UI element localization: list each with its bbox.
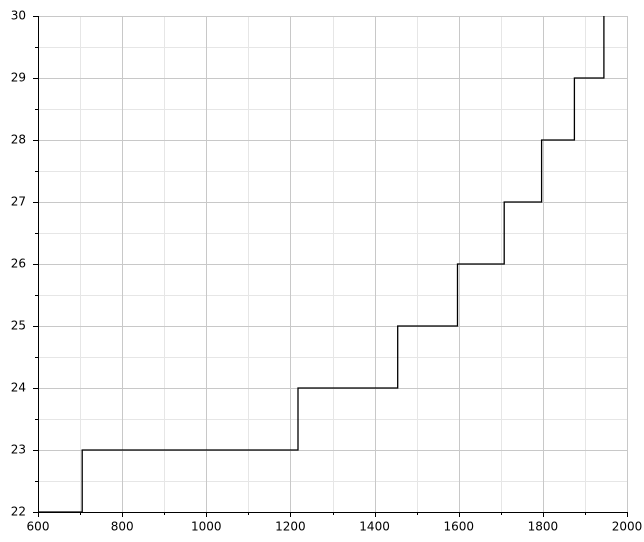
x-tick-label: 800 — [111, 520, 134, 534]
y-tick-label: 26 — [11, 257, 26, 271]
y-tick-label: 22 — [11, 505, 26, 519]
y-tick-label: 23 — [11, 443, 26, 457]
y-tick-label: 27 — [11, 195, 26, 209]
series-line-0 — [38, 16, 605, 513]
minor-grid — [38, 16, 627, 512]
x-tick-label: 1200 — [275, 520, 306, 534]
major-grid — [38, 16, 628, 512]
x-tick-label: 2000 — [612, 520, 643, 534]
y-tick-label: 24 — [11, 381, 26, 395]
y-tick-label: 28 — [11, 133, 26, 147]
x-tick-label: 600 — [27, 520, 50, 534]
x-tick-label: 1800 — [528, 520, 559, 534]
x-axis-ticks: 600 800 1000 1200 1400 1600 1800 2000 — [27, 512, 643, 534]
y-axis-ticks: 22 23 24 25 26 27 28 29 30 — [11, 9, 38, 519]
x-tick-label: 1400 — [359, 520, 390, 534]
axes — [35, 16, 627, 515]
x-tick-label: 1600 — [443, 520, 474, 534]
y-tick-label: 25 — [11, 319, 26, 333]
y-tick-label: 29 — [11, 71, 26, 85]
x-tick-label: 1000 — [191, 520, 222, 534]
y-tick-label: 30 — [11, 9, 26, 23]
series-layer — [38, 16, 605, 513]
